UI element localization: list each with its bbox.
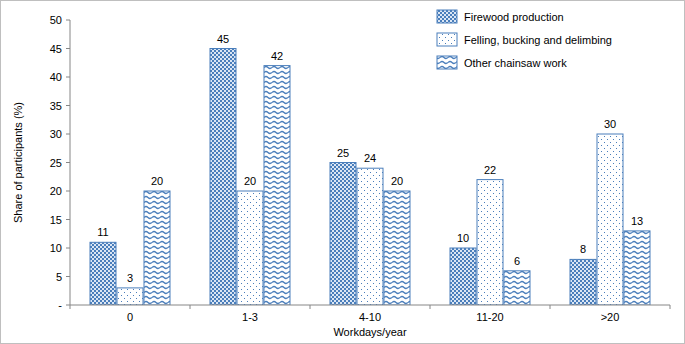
y-tick — [66, 162, 70, 163]
y-tick-label: 50 — [50, 14, 62, 26]
data-label: 20 — [391, 175, 403, 187]
bar — [90, 242, 116, 305]
bar — [210, 49, 236, 306]
bar — [117, 288, 143, 305]
bar — [237, 191, 263, 305]
bar — [357, 168, 383, 305]
x-tick — [310, 305, 311, 309]
legend-swatch — [437, 10, 457, 23]
legend: Firewood production Felling, bucking and … — [437, 10, 612, 69]
y-axis-label: Share of participants (%) — [12, 102, 24, 223]
y-tick-label: 20 — [50, 185, 62, 197]
data-label: 30 — [604, 118, 616, 130]
y-tick — [66, 77, 70, 78]
legend-label: Felling, bucking and delimbing — [464, 34, 612, 46]
data-label: 10 — [457, 232, 469, 244]
x-tick — [670, 305, 671, 309]
x-tick-label: >20 — [601, 311, 620, 323]
x-axis-label: Workdays/year — [333, 326, 406, 338]
data-label: 42 — [271, 50, 283, 62]
chart-frame — [1, 1, 685, 344]
x-tick-label: 11-20 — [476, 311, 503, 323]
bar — [624, 231, 650, 305]
axes: - 5 10 15 20 25 30 35 40 45 50 0 1-3 4-10 11-20 >20 Work… — [12, 14, 670, 338]
data-labels: 11 45 25 10 8 3 20 24 22 30 20 42 20 6 13 — [97, 33, 643, 284]
y-tick — [66, 48, 70, 49]
y-tick — [66, 20, 70, 21]
data-label: 45 — [217, 33, 229, 45]
bar — [330, 163, 356, 306]
bar — [450, 248, 476, 305]
data-label: 22 — [484, 164, 496, 176]
y-tick-label: 5 — [56, 271, 62, 283]
x-tick — [550, 305, 551, 309]
bar — [570, 259, 596, 305]
data-label: 11 — [97, 226, 108, 238]
y-tick — [66, 305, 70, 306]
chart-container: 11 45 25 10 8 3 20 24 22 30 20 42 20 6 13 - 5 10 15 20 25 30 3… — [0, 0, 685, 344]
y-tick-label: 15 — [50, 214, 62, 226]
bar — [264, 66, 290, 305]
data-label: 24 — [364, 152, 376, 164]
x-tick-label: 4-10 — [359, 311, 381, 323]
x-tick — [430, 305, 431, 309]
x-axis-line — [70, 305, 670, 306]
x-tick-label: 0 — [127, 311, 133, 323]
bar — [477, 180, 503, 305]
y-tick-label: 35 — [50, 100, 62, 112]
legend-swatch — [437, 56, 457, 69]
y-tick — [66, 105, 70, 106]
chart-svg: 11 45 25 10 8 3 20 24 22 30 20 42 20 6 13 - 5 10 15 20 25 30 3… — [0, 0, 685, 344]
bar — [504, 271, 530, 305]
x-tick-label: 1-3 — [242, 311, 258, 323]
y-tick — [66, 248, 70, 249]
bar — [384, 191, 410, 305]
y-tick-label: 40 — [50, 71, 62, 83]
y-tick-label: 25 — [50, 157, 62, 169]
bar — [597, 134, 623, 305]
y-tick — [66, 219, 70, 220]
data-label: 8 — [580, 243, 586, 255]
y-tick-label: 45 — [50, 43, 62, 55]
data-label: 6 — [514, 255, 520, 267]
data-label: 25 — [337, 147, 349, 159]
data-label: 3 — [127, 272, 133, 284]
y-tick — [66, 276, 70, 277]
legend-label: Other chainsaw work — [464, 57, 567, 69]
y-tick-label: - — [58, 299, 62, 311]
y-tick — [66, 134, 70, 135]
bars — [90, 49, 650, 306]
data-label: 13 — [631, 215, 643, 227]
x-tick — [190, 305, 191, 309]
y-tick-label: 30 — [50, 128, 62, 140]
y-tick — [66, 191, 70, 192]
y-tick-label: 10 — [50, 242, 62, 254]
bar — [144, 191, 170, 305]
data-label: 20 — [244, 175, 256, 187]
legend-label: Firewood production — [464, 11, 564, 23]
x-tick — [70, 305, 71, 309]
legend-swatch — [437, 33, 457, 46]
data-label: 20 — [151, 175, 163, 187]
